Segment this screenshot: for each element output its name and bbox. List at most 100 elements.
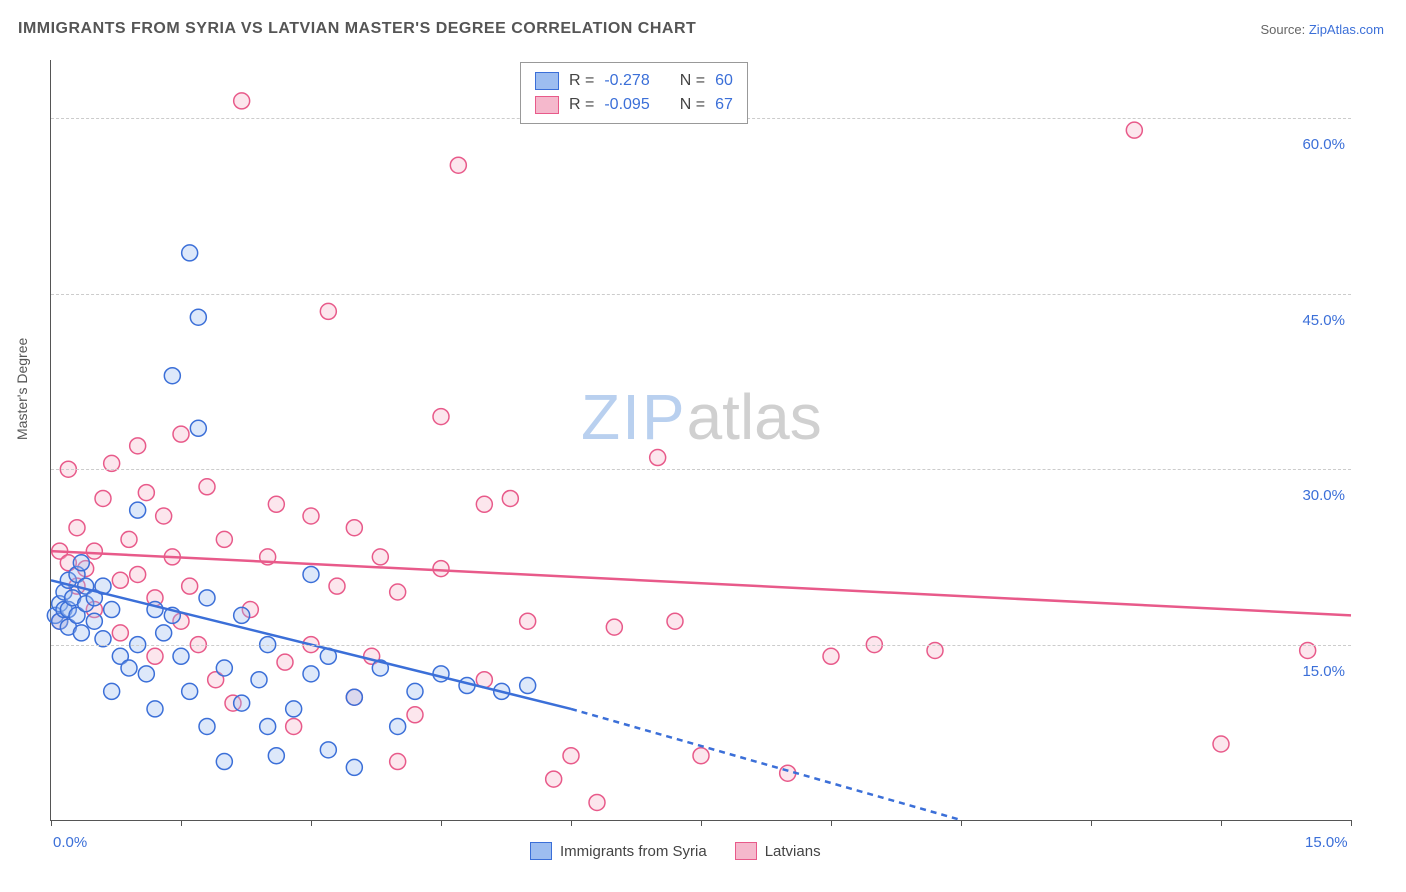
scatter-point-latvians <box>606 619 622 635</box>
bottom-legend-item-syria: Immigrants from Syria <box>530 842 707 860</box>
x-tick <box>1091 820 1092 826</box>
scatter-point-latvians <box>476 496 492 512</box>
scatter-point-syria <box>182 245 198 261</box>
legend-r-value-latvians: -0.095 <box>604 93 649 117</box>
x-tick <box>441 820 442 826</box>
legend-n-value-syria: 60 <box>715 69 733 93</box>
scatter-point-latvians <box>156 508 172 524</box>
legend-stats-row-latvians: R = -0.095 N = 67 <box>535 93 733 117</box>
scatter-point-syria <box>173 648 189 664</box>
scatter-point-latvians <box>693 748 709 764</box>
scatter-point-syria <box>190 420 206 436</box>
scatter-point-syria <box>520 678 536 694</box>
y-tick-label: 15.0% <box>1302 663 1345 680</box>
source-label: Source: <box>1260 22 1308 37</box>
x-tick <box>831 820 832 826</box>
x-tick <box>1351 820 1352 826</box>
scatter-point-syria <box>346 689 362 705</box>
scatter-point-syria <box>407 683 423 699</box>
scatter-point-syria <box>164 368 180 384</box>
grid-line <box>51 294 1351 295</box>
legend-r-value-syria: -0.278 <box>604 69 649 93</box>
scatter-point-syria <box>303 566 319 582</box>
scatter-point-latvians <box>546 771 562 787</box>
scatter-point-latvians <box>182 578 198 594</box>
scatter-point-syria <box>182 683 198 699</box>
scatter-point-syria <box>104 602 120 618</box>
scatter-point-latvians <box>147 648 163 664</box>
scatter-point-latvians <box>433 561 449 577</box>
scatter-point-syria <box>121 660 137 676</box>
y-tick-label: 30.0% <box>1302 487 1345 504</box>
scatter-point-latvians <box>69 520 85 536</box>
scatter-svg <box>51 60 1351 820</box>
scatter-point-syria <box>320 742 336 758</box>
scatter-point-syria <box>234 695 250 711</box>
bottom-legend-label-latvians: Latvians <box>765 843 821 860</box>
x-tick <box>701 820 702 826</box>
scatter-point-latvians <box>112 572 128 588</box>
scatter-point-latvians <box>216 531 232 547</box>
scatter-point-syria <box>86 613 102 629</box>
scatter-point-latvians <box>667 613 683 629</box>
legend-n-label: N = <box>680 93 705 117</box>
y-axis-title: Master's Degree <box>14 338 30 440</box>
legend-n-label: N = <box>680 69 705 93</box>
legend-stats-box: R = -0.278 N = 60 R = -0.095 N = 67 <box>520 62 748 124</box>
x-tick <box>311 820 312 826</box>
scatter-point-latvians <box>286 718 302 734</box>
scatter-point-latvians <box>450 157 466 173</box>
scatter-point-syria <box>433 666 449 682</box>
source-attribution: Source: ZipAtlas.com <box>1260 22 1384 37</box>
legend-n-value-latvians: 67 <box>715 93 733 117</box>
bottom-legend-label-syria: Immigrants from Syria <box>560 843 707 860</box>
scatter-point-syria <box>156 625 172 641</box>
scatter-point-latvians <box>390 754 406 770</box>
scatter-point-latvians <box>823 648 839 664</box>
legend-r-label: R = <box>569 93 594 117</box>
legend-stats-row-syria: R = -0.278 N = 60 <box>535 69 733 93</box>
legend-swatch-latvians <box>735 842 757 860</box>
scatter-point-latvians <box>95 490 111 506</box>
scatter-point-latvians <box>589 794 605 810</box>
scatter-point-syria <box>234 607 250 623</box>
x-tick <box>51 820 52 826</box>
legend-swatch-syria <box>530 842 552 860</box>
scatter-point-latvians <box>329 578 345 594</box>
scatter-point-latvians <box>372 549 388 565</box>
scatter-point-latvians <box>199 479 215 495</box>
grid-line <box>51 469 1351 470</box>
scatter-point-syria <box>216 660 232 676</box>
trend-line <box>571 709 961 820</box>
scatter-point-latvians <box>407 707 423 723</box>
scatter-point-latvians <box>121 531 137 547</box>
x-tick <box>1221 820 1222 826</box>
legend-r-label: R = <box>569 69 594 93</box>
scatter-point-latvians <box>502 490 518 506</box>
scatter-point-syria <box>73 555 89 571</box>
bottom-legend-item-latvians: Latvians <box>735 842 821 860</box>
scatter-point-latvians <box>86 543 102 559</box>
scatter-point-latvians <box>563 748 579 764</box>
scatter-point-latvians <box>277 654 293 670</box>
scatter-point-latvians <box>130 438 146 454</box>
scatter-point-syria <box>130 502 146 518</box>
x-tick <box>571 820 572 826</box>
scatter-point-syria <box>199 718 215 734</box>
x-tick-label: 0.0% <box>53 834 87 851</box>
scatter-point-syria <box>73 625 89 641</box>
scatter-point-syria <box>190 309 206 325</box>
scatter-point-latvians <box>268 496 284 512</box>
source-link[interactable]: ZipAtlas.com <box>1309 22 1384 37</box>
scatter-point-latvians <box>1213 736 1229 752</box>
x-tick <box>961 820 962 826</box>
plot-area: ZIPatlas 15.0%30.0%45.0%60.0%0.0%15.0% <box>50 60 1351 821</box>
scatter-point-syria <box>390 718 406 734</box>
scatter-point-latvians <box>234 93 250 109</box>
scatter-point-syria <box>199 590 215 606</box>
scatter-point-latvians <box>303 508 319 524</box>
x-tick <box>181 820 182 826</box>
scatter-point-latvians <box>130 566 146 582</box>
scatter-point-latvians <box>433 409 449 425</box>
legend-swatch-latvians <box>535 96 559 114</box>
